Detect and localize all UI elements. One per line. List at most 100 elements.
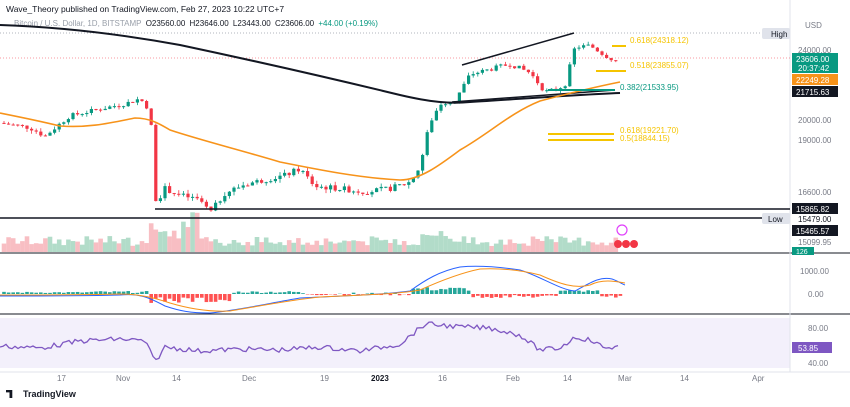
time-label: 19	[320, 374, 329, 383]
volume-bar	[20, 241, 25, 252]
macd-bar	[213, 294, 218, 302]
candle-body	[103, 108, 107, 111]
volume-bar	[231, 240, 237, 252]
candle-body	[370, 192, 374, 195]
candle-body	[591, 44, 595, 48]
candle-body	[361, 192, 365, 194]
macd-bar	[457, 287, 462, 294]
candle-body	[34, 130, 38, 132]
volume-bar	[530, 236, 536, 252]
candle-body	[273, 178, 277, 182]
candle-body	[232, 187, 236, 192]
volume-bar	[47, 236, 53, 252]
event-lightning-icon[interactable]	[616, 224, 628, 236]
volume-bar	[507, 239, 513, 252]
volume-bar	[457, 241, 462, 252]
volume-bar	[342, 240, 347, 252]
symbol-ohlc-line: Bitcoin / U.S. Dollar, 1D, BITSTAMP O235…	[14, 19, 380, 28]
candle-body	[241, 185, 245, 188]
candle-body	[7, 123, 11, 125]
time-label: 2023	[371, 374, 389, 383]
macd-bar	[112, 291, 117, 294]
tradingview-logo[interactable]: TradingView	[6, 389, 76, 399]
macd-bar	[172, 294, 176, 301]
candle-body	[57, 123, 61, 130]
volume-bar	[553, 242, 559, 252]
candle-body	[347, 186, 351, 193]
volume-bar	[15, 243, 21, 252]
macd-bar	[512, 294, 517, 296]
candle-body	[264, 182, 268, 184]
candle-body	[315, 184, 319, 188]
candle-body	[393, 184, 397, 191]
macd-bar	[476, 294, 480, 296]
ohlc-change: +44.00 (+0.19%)	[318, 19, 378, 28]
macd-bar	[158, 294, 163, 298]
macd-bar	[149, 294, 153, 303]
macd-bar	[66, 292, 71, 294]
high-badge	[762, 28, 790, 39]
candle-body	[177, 193, 181, 195]
candle-body	[333, 185, 337, 191]
candle-body	[181, 193, 185, 195]
ohlc-open: O23560.00	[145, 19, 186, 28]
macd-bar	[144, 291, 149, 294]
high-badge-label: High	[771, 30, 787, 39]
candlesticks	[2, 41, 618, 212]
macd-bar	[425, 287, 429, 294]
candle-body	[39, 131, 43, 136]
volume-bar	[604, 245, 609, 252]
candle-body	[278, 175, 282, 179]
macd-bar	[420, 289, 425, 294]
volume-bar	[365, 245, 370, 252]
event-dividends-icon[interactable]	[614, 240, 638, 248]
volume-bar	[489, 245, 494, 252]
volume-bar	[254, 236, 260, 252]
macd-bar	[434, 290, 439, 294]
candle-body	[526, 69, 530, 73]
volume-bar	[116, 243, 122, 252]
macd-bar	[103, 291, 107, 294]
macd-bar	[186, 294, 190, 299]
last-price-value: 23606.00	[796, 55, 830, 64]
volume-bar	[480, 242, 485, 252]
macd-bar	[549, 294, 554, 296]
support-upper-badge	[792, 203, 838, 214]
macd-bar	[154, 294, 158, 299]
candle-body	[582, 45, 586, 48]
countdown-timer: 20:37:42	[798, 64, 830, 73]
macd-bar	[379, 294, 383, 296]
volume-bar	[369, 236, 375, 252]
candle-body	[135, 99, 139, 103]
volume-bar	[227, 243, 232, 252]
macd-bar	[609, 294, 613, 296]
volume-bar	[286, 240, 292, 252]
candle-body	[375, 188, 379, 193]
candle-body	[62, 122, 66, 124]
candle-body	[605, 54, 609, 59]
macd-bar	[577, 290, 581, 294]
volume-bar	[581, 245, 586, 252]
candle-body	[66, 119, 70, 123]
volume-bar	[70, 241, 76, 252]
volume-bar	[452, 241, 458, 252]
macd-bar	[531, 294, 535, 298]
candle-body	[16, 124, 20, 126]
macd-bar	[503, 294, 508, 296]
volume-bar	[240, 245, 246, 252]
candle-body	[398, 184, 402, 186]
candle-body	[490, 69, 494, 71]
macd-bar	[131, 292, 135, 294]
price-axis-currency: USD	[805, 21, 822, 30]
volume-bar	[121, 239, 126, 252]
macd-bar	[545, 294, 549, 296]
macd-bar	[34, 292, 38, 294]
candle-body	[287, 172, 291, 176]
brand-label: TradingView	[23, 389, 76, 399]
macd-bar	[71, 292, 75, 294]
macd-bar	[581, 291, 586, 294]
ma-value: 21715.63	[796, 88, 830, 97]
ema-value: 22249.28	[796, 76, 830, 85]
macd-bar	[618, 294, 623, 296]
